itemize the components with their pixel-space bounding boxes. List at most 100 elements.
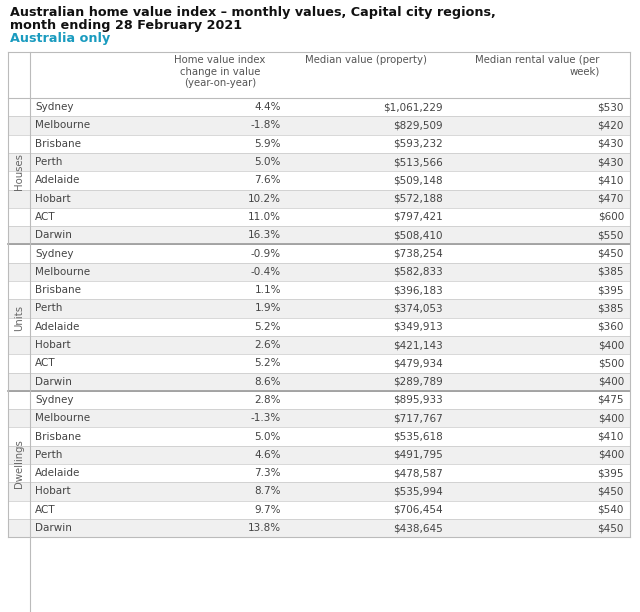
Bar: [8, 336, 630, 354]
Bar: [8, 373, 630, 391]
Text: $430: $430: [598, 157, 624, 167]
Bar: [8, 226, 630, 244]
Text: Sydney: Sydney: [35, 102, 74, 112]
Text: $491,795: $491,795: [393, 450, 443, 460]
Text: $600: $600: [598, 212, 624, 222]
Text: $400: $400: [598, 450, 624, 460]
Text: 1.9%: 1.9%: [255, 304, 281, 313]
Text: $582,833: $582,833: [393, 267, 443, 277]
Text: Median value (property): Median value (property): [305, 55, 427, 65]
Text: $438,645: $438,645: [393, 523, 443, 533]
Bar: [8, 52, 630, 98]
Text: Adelaide: Adelaide: [35, 322, 81, 332]
Text: 11.0%: 11.0%: [248, 212, 281, 222]
Bar: [8, 409, 630, 427]
Text: Brisbane: Brisbane: [35, 431, 81, 441]
Text: $410: $410: [598, 431, 624, 441]
Text: -1.8%: -1.8%: [251, 121, 281, 130]
Text: $509,148: $509,148: [394, 176, 443, 185]
Text: 8.7%: 8.7%: [255, 487, 281, 496]
Text: $535,618: $535,618: [393, 431, 443, 441]
Text: $478,587: $478,587: [393, 468, 443, 478]
Bar: [8, 391, 630, 409]
Text: $1,061,229: $1,061,229: [383, 102, 443, 112]
Text: $410: $410: [598, 176, 624, 185]
Bar: [8, 244, 630, 263]
Text: Dwellings: Dwellings: [14, 439, 24, 488]
Text: $479,934: $479,934: [393, 359, 443, 368]
Text: Melbourne: Melbourne: [35, 413, 90, 424]
Text: $421,143: $421,143: [393, 340, 443, 350]
Text: 7.3%: 7.3%: [255, 468, 281, 478]
Text: Sydney: Sydney: [35, 248, 74, 258]
Text: Sydney: Sydney: [35, 395, 74, 405]
Bar: [8, 354, 630, 373]
Bar: [8, 171, 630, 190]
Text: $797,421: $797,421: [393, 212, 443, 222]
Text: ACT: ACT: [35, 212, 56, 222]
Text: $360: $360: [598, 322, 624, 332]
Text: $500: $500: [598, 359, 624, 368]
Text: Brisbane: Brisbane: [35, 139, 81, 149]
Bar: [8, 135, 630, 153]
Text: $535,994: $535,994: [393, 487, 443, 496]
Text: 5.0%: 5.0%: [255, 157, 281, 167]
Text: $349,913: $349,913: [393, 322, 443, 332]
Text: $593,232: $593,232: [393, 139, 443, 149]
Text: Adelaide: Adelaide: [35, 176, 81, 185]
Text: -1.3%: -1.3%: [251, 413, 281, 424]
Text: $400: $400: [598, 413, 624, 424]
Text: Australian home value index – monthly values, Capital city regions,: Australian home value index – monthly va…: [10, 6, 496, 19]
Text: $513,566: $513,566: [393, 157, 443, 167]
Text: $475: $475: [598, 395, 624, 405]
Bar: [8, 519, 630, 537]
Bar: [8, 208, 630, 226]
Text: Perth: Perth: [35, 157, 62, 167]
Text: $396,183: $396,183: [393, 285, 443, 295]
Text: $450: $450: [598, 487, 624, 496]
Text: Perth: Perth: [35, 304, 62, 313]
Text: Australia only: Australia only: [10, 32, 110, 45]
Text: $450: $450: [598, 523, 624, 533]
Text: Adelaide: Adelaide: [35, 468, 81, 478]
Text: $829,509: $829,509: [394, 121, 443, 130]
Text: $717,767: $717,767: [393, 413, 443, 424]
Text: 2.8%: 2.8%: [255, 395, 281, 405]
Text: Brisbane: Brisbane: [35, 285, 81, 295]
Text: $450: $450: [598, 248, 624, 258]
Bar: [8, 281, 630, 299]
Text: 2.6%: 2.6%: [255, 340, 281, 350]
Text: 8.6%: 8.6%: [255, 376, 281, 387]
Text: $572,188: $572,188: [393, 193, 443, 204]
Text: 4.6%: 4.6%: [255, 450, 281, 460]
Text: 10.2%: 10.2%: [248, 193, 281, 204]
Text: Perth: Perth: [35, 450, 62, 460]
Text: $430: $430: [598, 139, 624, 149]
Text: $550: $550: [598, 230, 624, 241]
Text: $374,053: $374,053: [394, 304, 443, 313]
Text: $289,789: $289,789: [393, 376, 443, 387]
Text: Melbourne: Melbourne: [35, 121, 90, 130]
Bar: [8, 116, 630, 135]
Text: $395: $395: [598, 468, 624, 478]
Text: $895,933: $895,933: [393, 395, 443, 405]
Text: $400: $400: [598, 340, 624, 350]
Text: $738,254: $738,254: [393, 248, 443, 258]
Text: Hobart: Hobart: [35, 487, 70, 496]
Text: $530: $530: [598, 102, 624, 112]
Text: ACT: ACT: [35, 505, 56, 515]
Text: $706,454: $706,454: [394, 505, 443, 515]
Bar: [8, 299, 630, 318]
Text: 7.6%: 7.6%: [255, 176, 281, 185]
Text: 4.4%: 4.4%: [255, 102, 281, 112]
Bar: [8, 318, 630, 336]
Bar: [8, 153, 630, 171]
Bar: [8, 263, 630, 281]
Text: $540: $540: [598, 505, 624, 515]
Text: Darwin: Darwin: [35, 523, 72, 533]
Text: 5.0%: 5.0%: [255, 431, 281, 441]
Bar: [8, 98, 630, 116]
Text: $395: $395: [598, 285, 624, 295]
Text: Units: Units: [14, 305, 24, 330]
Text: 5.2%: 5.2%: [255, 322, 281, 332]
